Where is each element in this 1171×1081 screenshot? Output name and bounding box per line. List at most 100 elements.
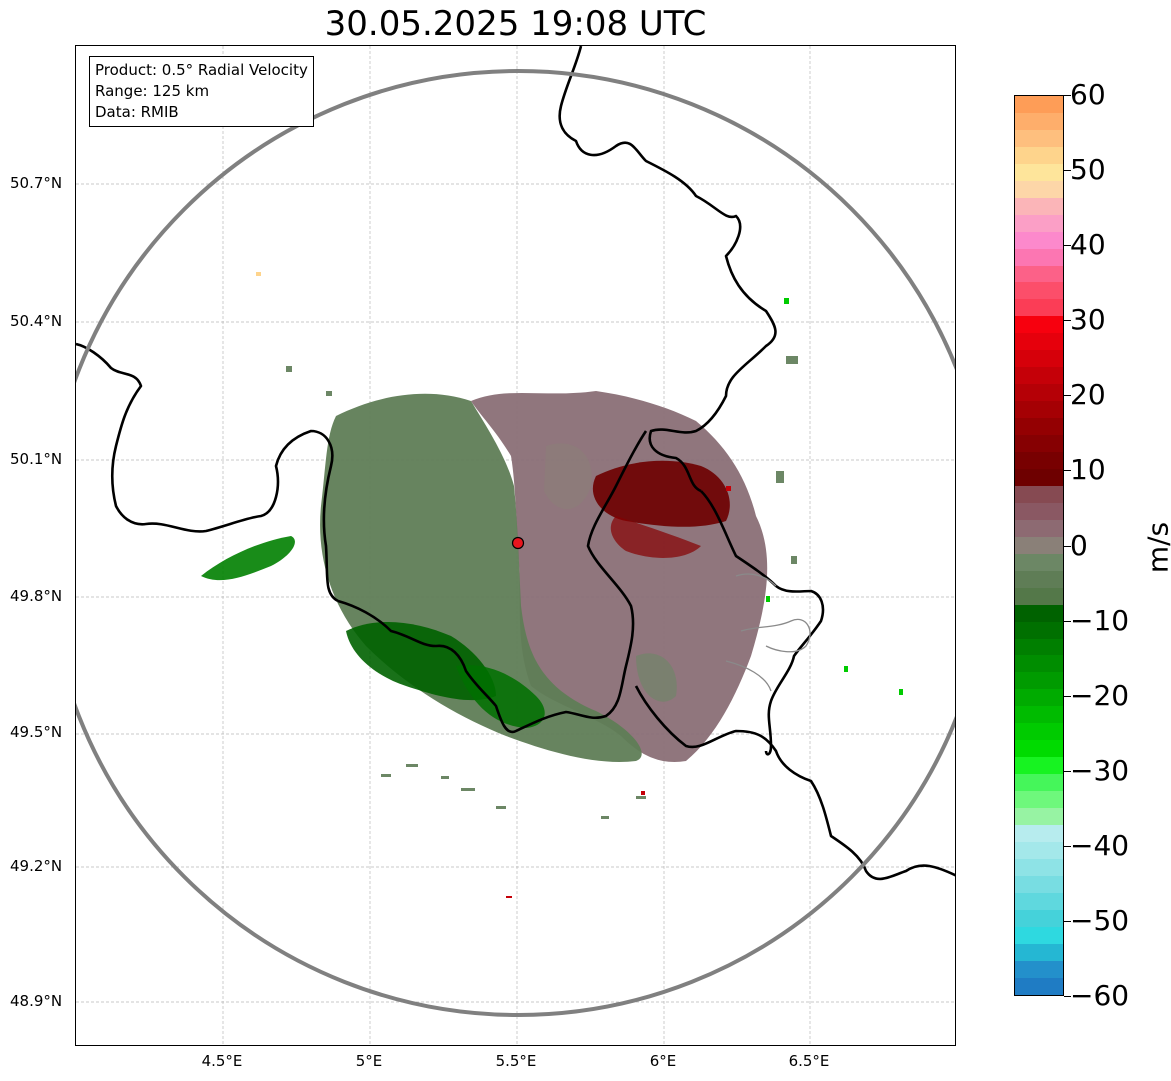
colorbar-band <box>1015 401 1063 419</box>
colorbar-band <box>1015 163 1063 181</box>
echo-strong-outbound <box>592 460 730 527</box>
info-range: Range: 125 km <box>95 82 210 100</box>
colorbar-band <box>1015 791 1063 809</box>
colorbar-band <box>1015 808 1063 825</box>
colorbar-band <box>1015 841 1063 859</box>
colorbar-tick <box>1064 395 1071 396</box>
colorbar-tick-label: 20 <box>1070 378 1106 411</box>
range-ring <box>76 69 955 1017</box>
colorbar-band <box>1015 265 1063 283</box>
colorbar-band <box>1015 452 1063 469</box>
echo-strong-inbound-2 <box>456 665 545 728</box>
lat-label: 49.8°N <box>10 587 63 605</box>
colorbar-band <box>1015 570 1063 588</box>
colorbar-band <box>1015 350 1063 368</box>
colorbar-band <box>1015 435 1063 453</box>
colorbar-band <box>1015 740 1063 758</box>
colorbar-tick-label: 10 <box>1070 453 1106 486</box>
borders <box>76 46 955 881</box>
colorbar <box>1014 95 1064 996</box>
colorbar-band <box>1015 858 1063 876</box>
radar-site-marker <box>511 536 525 550</box>
colorbar-tick <box>1064 95 1071 96</box>
echo-mix-2 <box>636 653 677 702</box>
lat-label: 49.2°N <box>10 857 63 875</box>
colorbar-tick-label: 40 <box>1070 228 1106 261</box>
colorbar-tick <box>1064 546 1071 547</box>
chart-title: 30.05.2025 19:08 UTC <box>324 4 707 44</box>
colorbar-band <box>1015 638 1063 656</box>
colorbar-band <box>1015 553 1063 571</box>
colorbar-tick-label: −40 <box>1070 829 1130 862</box>
colorbar-band <box>1015 96 1063 113</box>
colorbar-band <box>1015 655 1063 673</box>
lon-label: 6.5°E <box>788 1052 830 1070</box>
colorbar-band <box>1015 468 1063 486</box>
colorbar-tick <box>1064 996 1071 997</box>
lat-label: 49.5°N <box>10 723 63 741</box>
colorbar-band <box>1015 248 1063 266</box>
echo-speckles-green <box>766 298 903 695</box>
info-product: Product: 0.5° Radial Velocity <box>95 61 308 79</box>
colorbar-band <box>1015 774 1063 792</box>
colorbar-band <box>1015 112 1063 130</box>
colorbar-tick-label: −30 <box>1070 754 1130 787</box>
colorbar-band <box>1015 384 1063 402</box>
echo-speckles <box>286 356 798 819</box>
colorbar-tick-label: 50 <box>1070 153 1106 186</box>
colorbar-band <box>1015 977 1063 995</box>
colorbar-tick <box>1064 245 1071 246</box>
colorbar-band <box>1015 129 1063 147</box>
radar-map-canvas <box>76 46 955 1045</box>
lat-label: 50.4°N <box>10 312 63 330</box>
colorbar-band <box>1015 333 1063 351</box>
colorbar-band <box>1015 180 1063 198</box>
lat-label: 48.9°N <box>10 992 63 1010</box>
velocity-echoes <box>148 234 903 898</box>
colorbar-tick-label: 0 <box>1070 529 1088 562</box>
colorbar-tick-label: 60 <box>1070 78 1106 111</box>
colorbar-tick-label: −20 <box>1070 679 1130 712</box>
echo-west-band <box>201 536 295 581</box>
lon-label: 5.5°E <box>495 1052 537 1070</box>
border-south <box>634 685 955 881</box>
colorbar-band <box>1015 875 1063 893</box>
colorbar-band <box>1015 706 1063 724</box>
colorbar-tick-label: −60 <box>1070 979 1130 1012</box>
colorbar-unit: m/s <box>1141 521 1171 574</box>
colorbar-tick <box>1064 470 1071 471</box>
colorbar-band <box>1015 943 1063 961</box>
colorbar-band <box>1015 587 1063 605</box>
lon-label: 4.5°E <box>201 1052 243 1070</box>
colorbar-band <box>1015 723 1063 741</box>
colorbar-band <box>1015 214 1063 232</box>
echo-mid-outbound <box>610 516 701 558</box>
colorbar-band <box>1015 502 1063 520</box>
colorbar-band <box>1015 418 1063 436</box>
colorbar-tick <box>1064 320 1071 321</box>
colorbar-band <box>1015 824 1063 842</box>
colorbar-band <box>1015 536 1063 554</box>
colorbar-band <box>1015 299 1063 317</box>
colorbar-band <box>1015 689 1063 707</box>
echo-speckle-yellow <box>256 272 261 276</box>
colorbar-band <box>1015 604 1063 622</box>
lon-label: 6°E <box>649 1052 677 1070</box>
colorbar-tick <box>1064 621 1071 622</box>
colorbar-band <box>1015 485 1063 503</box>
colorbar-band <box>1015 960 1063 978</box>
colorbar-band <box>1015 316 1063 334</box>
colorbar-band <box>1015 926 1063 944</box>
colorbar-band <box>1015 892 1063 910</box>
colorbar-band <box>1015 367 1063 385</box>
colorbar-band <box>1015 757 1063 775</box>
colorbar-tick-label: −10 <box>1070 604 1130 637</box>
colorbar-tick <box>1064 846 1071 847</box>
colorbar-tick <box>1064 921 1071 922</box>
colorbar-band <box>1015 197 1063 215</box>
radar-map[interactable] <box>75 45 956 1046</box>
lon-label: 5°E <box>355 1052 383 1070</box>
inner-borders <box>725 573 811 692</box>
colorbar-tick <box>1064 771 1071 772</box>
border-south-belgium <box>337 430 648 734</box>
